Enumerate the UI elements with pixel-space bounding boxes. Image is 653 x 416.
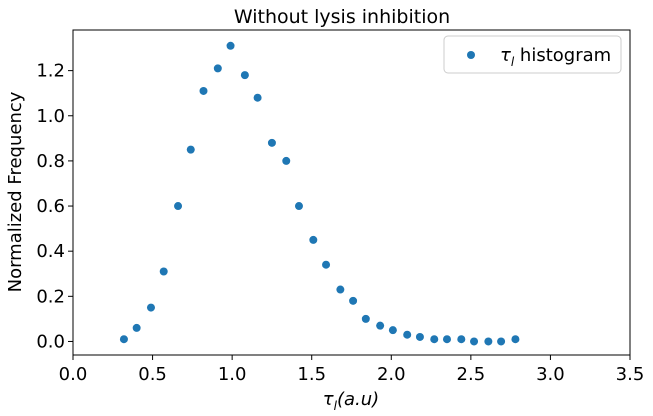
data-point — [174, 202, 183, 211]
data-point — [267, 138, 276, 147]
data-point — [119, 335, 128, 344]
y-tick-label: 0.8 — [36, 151, 65, 172]
x-tick-label: 0.0 — [59, 364, 88, 385]
y-axis-ticks: 0.0 0.2 0.4 0.6 0.8 1.0 1.2 — [36, 61, 73, 352]
y-axis-label: Normalized Frequency — [5, 91, 26, 292]
data-point — [186, 145, 195, 154]
data-point — [349, 296, 358, 305]
data-point — [282, 156, 291, 165]
data-point — [226, 41, 235, 50]
x-tick-label: 3.5 — [616, 364, 645, 385]
x-tick-label: 1.5 — [297, 364, 326, 385]
x-tick-label: 0.5 — [138, 364, 167, 385]
legend-box — [443, 35, 622, 74]
x-axis-label: τl(a.u) — [323, 389, 379, 413]
data-point — [442, 335, 451, 344]
y-tick-label: 1.2 — [36, 61, 65, 82]
data-point — [361, 314, 370, 323]
x-tick-label: 1.0 — [218, 364, 247, 385]
y-tick-label: 1.0 — [36, 106, 65, 127]
data-point — [415, 332, 424, 341]
y-tick-label: 0.0 — [36, 331, 65, 352]
data-point — [388, 326, 397, 335]
legend: τl histogram — [443, 35, 622, 74]
chart-title: Without lysis inhibition — [234, 6, 450, 28]
legend-marker — [467, 51, 475, 59]
data-point — [253, 93, 262, 102]
data-point — [403, 330, 412, 339]
data-point — [294, 202, 303, 211]
data-point — [457, 335, 466, 344]
data-point — [484, 337, 493, 346]
x-tick-label: 2.0 — [377, 364, 406, 385]
x-axis-ticks: 0.0 0.5 1.0 1.5 2.0 2.5 3.0 3.5 — [59, 355, 645, 385]
data-point — [213, 64, 222, 73]
y-tick-label: 0.2 — [36, 286, 65, 307]
data-points — [119, 41, 520, 346]
data-point — [199, 86, 208, 95]
data-point — [159, 267, 168, 276]
data-point — [430, 335, 439, 344]
legend-label: τl histogram — [500, 45, 611, 69]
data-point — [132, 323, 141, 332]
data-point — [322, 260, 331, 269]
plot-frame — [72, 29, 631, 356]
data-point — [146, 303, 155, 312]
y-tick-label: 0.6 — [36, 196, 65, 217]
data-point — [376, 321, 385, 330]
x-tick-label: 2.5 — [457, 364, 486, 385]
data-point — [470, 337, 479, 346]
data-point — [511, 335, 520, 344]
x-tick-label: 3.0 — [536, 364, 565, 385]
data-point — [336, 285, 345, 294]
data-point — [497, 337, 506, 346]
data-point — [240, 71, 249, 80]
y-tick-label: 0.4 — [36, 241, 65, 262]
data-point — [309, 235, 318, 244]
